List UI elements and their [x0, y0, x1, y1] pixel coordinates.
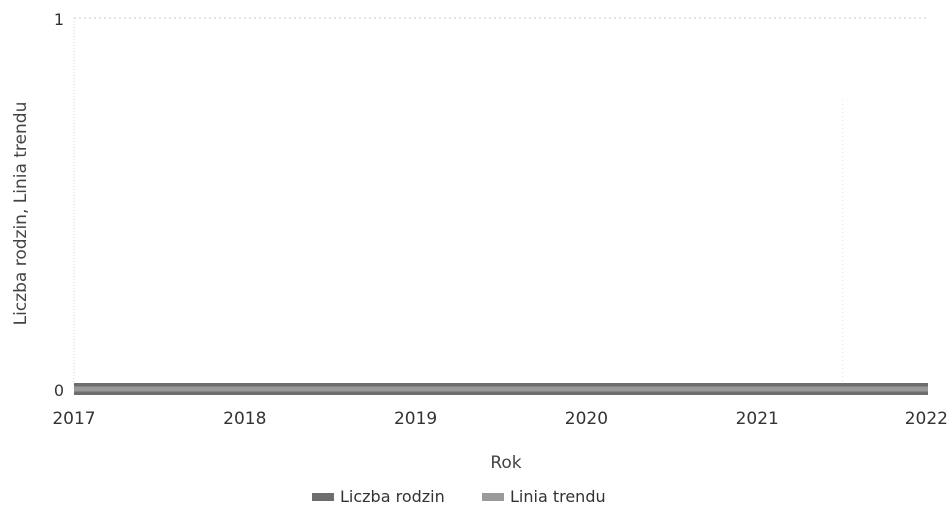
y-axis-title: Liczba rodzin, Linia trendu: [11, 102, 31, 326]
x-tick-label-2020: 2020: [565, 409, 608, 429]
x-tick-label-2017: 2017: [52, 409, 95, 429]
x-tick-label-2018: 2018: [223, 409, 266, 429]
legend-label-liczba-rodzin: Liczba rodzin: [340, 487, 445, 506]
y-tick-label-1: 1: [54, 10, 64, 29]
chart-legend: Liczba rodzin Linia trendu: [312, 487, 606, 506]
x-tick-label-2021: 2021: [736, 409, 779, 429]
legend-swatch-linia-trendu: [482, 493, 504, 501]
legend-label-linia-trendu: Linia trendu: [510, 487, 606, 506]
chart-labels: 0 1 2017 2018 2019 2020 2021 2022 Rok Liczba rodz…: [11, 10, 948, 473]
x-tick-label-2019: 2019: [394, 409, 437, 429]
x-tick-label-2022: 2022: [905, 409, 948, 429]
legend-swatch-liczba-rodzin: [312, 493, 334, 501]
y-tick-label-0: 0: [54, 381, 64, 400]
x-axis-title: Rok: [490, 453, 521, 473]
